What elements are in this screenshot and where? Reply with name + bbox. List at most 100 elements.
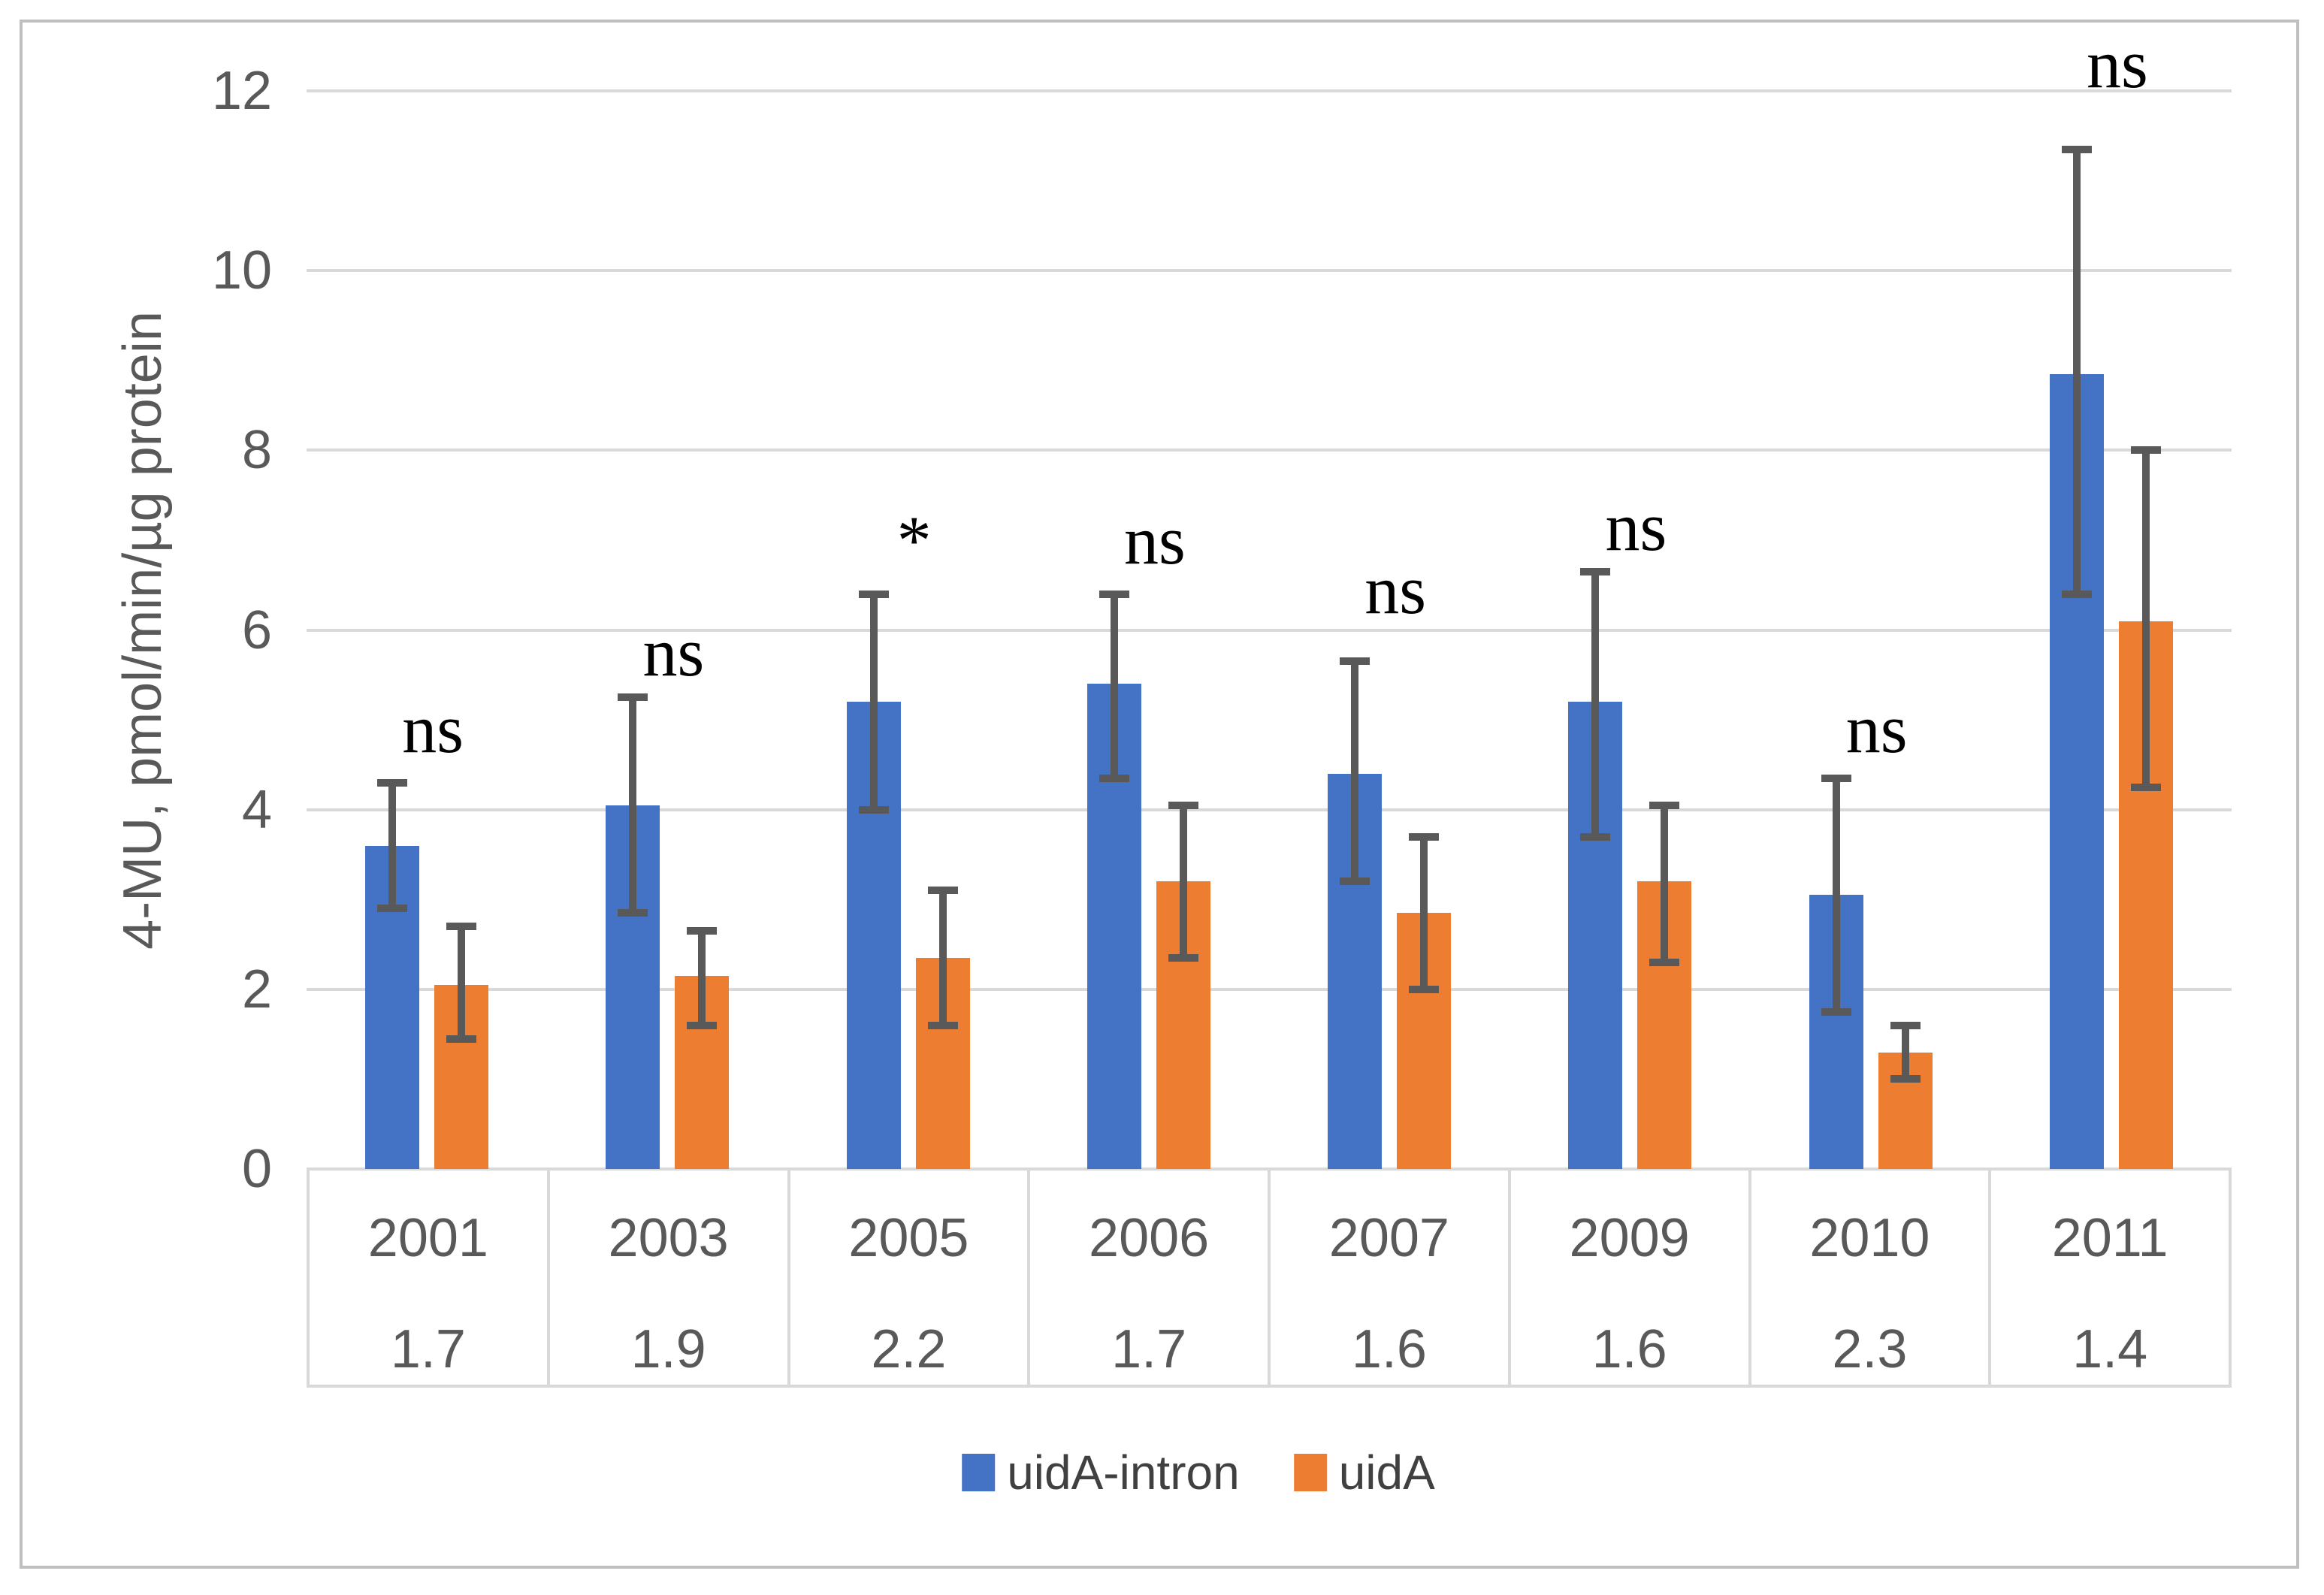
category-year-label: 2001 xyxy=(367,1208,488,1268)
gridline-y-10 xyxy=(307,269,2232,273)
error-cap-high-uidA-2007 xyxy=(1409,832,1440,841)
category-cell-2011: 2011 1.4 xyxy=(1991,1169,2229,1385)
error-cap-low-uidA-intron-2003 xyxy=(618,909,648,917)
significance-label-2009: ns xyxy=(1605,488,1667,565)
significance-label-2006: ns xyxy=(1123,501,1186,578)
error-bar-uidA-2003 xyxy=(698,931,706,1026)
error-cap-low-uidA-2006 xyxy=(1168,953,1198,962)
category-year-label: 2005 xyxy=(848,1208,969,1268)
error-cap-low-uidA-2003 xyxy=(687,1021,718,1029)
gridline-y-4 xyxy=(307,808,2232,811)
error-cap-high-uidA-intron-2005 xyxy=(858,590,889,598)
significance-label-2001: ns xyxy=(402,690,464,768)
legend-label: uidA-intron xyxy=(1007,1445,1240,1500)
category-year-label: 2003 xyxy=(608,1208,729,1268)
legend: uidA-intron uidA xyxy=(935,1446,1462,1499)
legend-swatch-uidA-intron xyxy=(962,1454,996,1491)
category-ratio-label: 1.7 xyxy=(390,1319,466,1379)
error-bar-uidA-intron-2009 xyxy=(1591,571,1600,837)
error-cap-low-uidA-intron-2009 xyxy=(1580,832,1611,841)
error-cap-high-uidA-2003 xyxy=(687,927,718,935)
error-cap-high-uidA-2009 xyxy=(1649,801,1680,809)
category-ratio-label: 1.4 xyxy=(2072,1319,2148,1379)
category-ratio-label: 2.3 xyxy=(1832,1319,1908,1379)
y-tick-label-0: 0 xyxy=(241,1139,272,1199)
error-cap-high-uidA-2011 xyxy=(2130,446,2161,455)
significance-label-2011: ns xyxy=(2086,26,2148,103)
error-cap-low-uidA-intron-2010 xyxy=(1821,1007,1851,1016)
error-bar-uidA-intron-2003 xyxy=(629,697,637,914)
error-bar-uidA-intron-2010 xyxy=(1832,778,1840,1012)
category-ratio-label: 1.6 xyxy=(1351,1319,1427,1379)
error-cap-low-uidA-2011 xyxy=(2130,783,2161,791)
error-cap-low-uidA-intron-2001 xyxy=(377,905,408,913)
error-bar-uidA-2006 xyxy=(1179,805,1187,958)
error-cap-low-uidA-2007 xyxy=(1409,985,1440,993)
error-bar-uidA-intron-2007 xyxy=(1351,661,1359,882)
y-tick-label-4: 4 xyxy=(241,779,272,840)
error-cap-low-uidA-2001 xyxy=(446,1035,477,1043)
category-cell-2003: 2003 1.9 xyxy=(550,1169,790,1385)
error-cap-high-uidA-intron-2003 xyxy=(618,693,648,702)
error-cap-low-uidA-intron-2011 xyxy=(2061,590,2092,598)
error-bar-uidA-2010 xyxy=(1901,1025,1909,1080)
error-bar-uidA-2011 xyxy=(2141,450,2150,787)
legend-swatch-uidA xyxy=(1293,1454,1327,1491)
error-bar-uidA-intron-2005 xyxy=(869,594,878,810)
gridline-y-2 xyxy=(307,987,2232,991)
error-bar-uidA-2009 xyxy=(1661,805,1669,962)
legend-item-uidA: uidA xyxy=(1293,1445,1435,1500)
significance-label-2005: * xyxy=(896,501,932,578)
category-cell-2006: 2006 1.7 xyxy=(1030,1169,1271,1385)
category-ratio-label: 1.6 xyxy=(1591,1319,1667,1379)
category-ratio-label: 2.2 xyxy=(871,1319,947,1379)
error-bar-uidA-intron-2006 xyxy=(1110,594,1118,778)
error-cap-high-uidA-intron-2011 xyxy=(2061,145,2092,153)
plot-area: ns ns * ns ns ns ns ns xyxy=(307,26,2232,1171)
significance-label-2007: ns xyxy=(1364,551,1427,628)
significance-label-2003: ns xyxy=(642,614,705,691)
category-cell-2007: 2007 1.6 xyxy=(1271,1169,1511,1385)
error-bar-uidA-2001 xyxy=(458,926,466,1039)
error-cap-low-uidA-2005 xyxy=(927,1021,958,1029)
category-cell-2010: 2010 2.3 xyxy=(1751,1169,1992,1385)
significance-label-2010: ns xyxy=(1845,690,1908,768)
error-bar-uidA-intron-2011 xyxy=(2072,149,2081,594)
error-cap-high-uidA-intron-2009 xyxy=(1580,567,1611,575)
error-cap-low-uidA-intron-2005 xyxy=(858,805,889,814)
gridline-y-12 xyxy=(307,89,2232,92)
y-tick-label-6: 6 xyxy=(241,600,272,660)
error-bar-uidA-2005 xyxy=(938,890,947,1026)
error-cap-low-uidA-2009 xyxy=(1649,958,1680,966)
gridline-y-8 xyxy=(307,449,2232,452)
legend-label: uidA xyxy=(1338,1445,1435,1500)
y-tick-label-10: 10 xyxy=(211,240,272,301)
category-year-label: 2010 xyxy=(1809,1208,1930,1268)
y-tick-label-2: 2 xyxy=(241,959,272,1020)
error-bar-uidA-2007 xyxy=(1420,836,1428,989)
error-cap-high-uidA-intron-2010 xyxy=(1821,774,1851,782)
error-cap-high-uidA-2001 xyxy=(446,923,477,931)
error-cap-high-uidA-2006 xyxy=(1168,801,1198,809)
legend-item-uidA-intron: uidA-intron xyxy=(962,1446,1240,1499)
category-year-label: 2007 xyxy=(1328,1208,1449,1268)
category-cell-2001: 2001 1.7 xyxy=(310,1169,550,1385)
gridline-y-6 xyxy=(307,628,2232,632)
category-cell-2005: 2005 2.2 xyxy=(790,1169,1031,1385)
error-cap-low-uidA-2010 xyxy=(1890,1075,1921,1083)
y-tick-label-8: 8 xyxy=(241,420,272,481)
error-cap-low-uidA-intron-2007 xyxy=(1340,878,1371,886)
figure-border xyxy=(20,20,2299,1569)
category-year-label: 2006 xyxy=(1089,1208,1210,1268)
error-cap-low-uidA-intron-2006 xyxy=(1099,774,1129,782)
category-cell-2009: 2009 1.6 xyxy=(1511,1169,1751,1385)
error-cap-high-uidA-intron-2006 xyxy=(1099,590,1129,598)
error-bar-uidA-intron-2001 xyxy=(388,782,397,909)
error-cap-high-uidA-intron-2007 xyxy=(1340,657,1371,666)
category-ratio-label: 1.7 xyxy=(1111,1319,1187,1379)
y-tick-label-12: 12 xyxy=(211,61,272,121)
error-cap-high-uidA-2005 xyxy=(927,887,958,895)
error-cap-high-uidA-intron-2001 xyxy=(377,778,408,787)
category-ratio-label: 1.9 xyxy=(630,1319,706,1379)
